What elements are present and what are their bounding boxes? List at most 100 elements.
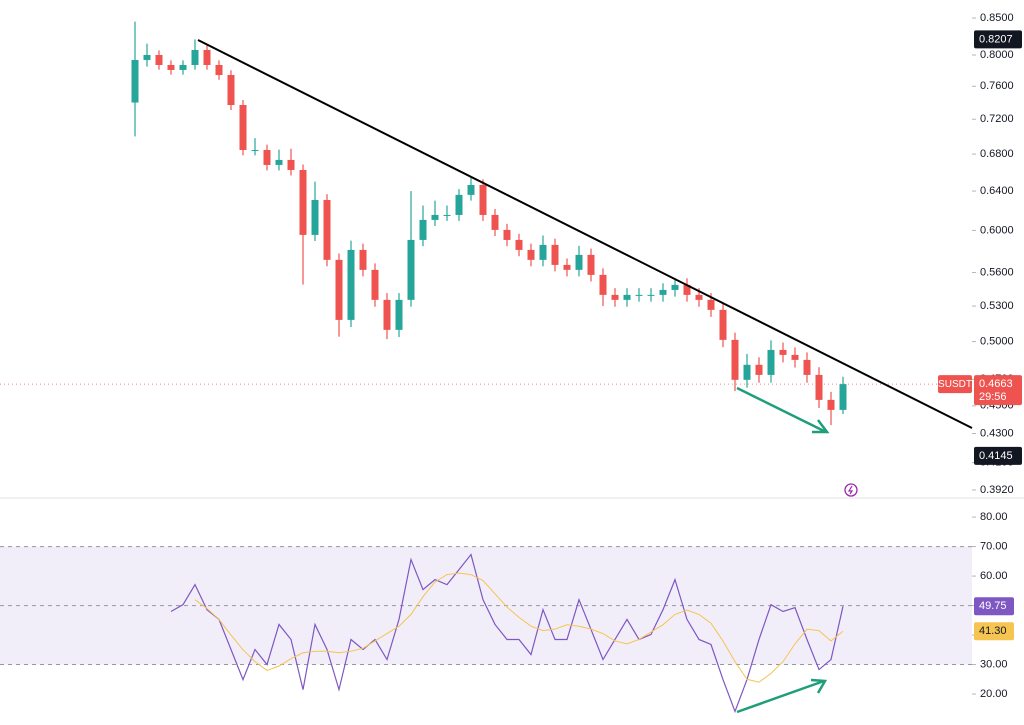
candle-body (215, 64, 223, 75)
countdown-label: 29:56 (979, 391, 1007, 403)
price-arrow-head[interactable] (812, 419, 830, 434)
value-badge-label: 49.75 (979, 600, 1007, 612)
candle-body (491, 214, 499, 230)
candle-body (179, 64, 187, 70)
candle-body (347, 249, 355, 320)
candle-body (791, 354, 799, 360)
marks (0, 21, 972, 714)
price-arrow[interactable] (736, 386, 827, 434)
rsi-ma-line (194, 572, 844, 683)
candle-body (455, 194, 463, 215)
symbol-badge (938, 375, 972, 394)
rsi-arrow[interactable] (736, 679, 825, 714)
candle-body (731, 339, 739, 380)
symbol-label: SUSDT (938, 379, 972, 390)
y-tick-label: 0.5600 (980, 266, 1014, 278)
candle-body (239, 105, 247, 150)
candle-body (335, 259, 343, 320)
candle-body (539, 244, 547, 260)
price-badge-label: 0.4145 (979, 450, 1013, 462)
candle-body (659, 289, 667, 295)
y-tick-label: 0.5000 (980, 335, 1014, 347)
y-tick-label: 0.7600 (980, 80, 1014, 92)
candle-body (767, 349, 775, 375)
candle-body (443, 214, 451, 216)
candle-body (515, 239, 523, 250)
y-tick-label: 0.6400 (980, 185, 1014, 197)
candle-body (695, 294, 703, 300)
divergence-arrows[interactable] (736, 386, 830, 714)
alert-circle[interactable] (844, 483, 858, 497)
candle-body (719, 309, 727, 340)
candle-body (359, 249, 367, 270)
trend-line[interactable] (197, 39, 973, 429)
y-tick-label: 80.00 (980, 511, 1008, 523)
candle-body (599, 274, 607, 295)
y-tick-label: 30.00 (980, 658, 1008, 670)
y-tick-label: 70.00 (980, 540, 1008, 552)
candle-body (611, 294, 619, 300)
candle-body (623, 294, 631, 300)
candle-body (251, 149, 259, 151)
candle-body (779, 349, 787, 355)
candle-body (671, 284, 679, 290)
price-badge (974, 30, 1022, 49)
candle-body (263, 149, 271, 165)
candle-body (503, 229, 511, 240)
candle-body (371, 269, 379, 300)
rsi-line (170, 553, 844, 714)
y-tick-label: 0.7200 (980, 113, 1014, 125)
candle-body (827, 399, 835, 410)
y-tick-label: 0.3920 (980, 484, 1014, 496)
candle-body (635, 294, 643, 296)
candle-body (323, 199, 331, 260)
candle-body (275, 159, 283, 165)
candle-body (743, 364, 751, 380)
candle-body (683, 284, 691, 295)
candle-body (395, 299, 403, 330)
candle-body (467, 184, 475, 195)
value-badge (974, 597, 1014, 616)
candle-body (803, 359, 811, 375)
y-tick-label: 0.4300 (980, 427, 1014, 439)
candle-body (131, 59, 139, 103)
candle-body (431, 214, 439, 220)
last-price-badge (974, 375, 1022, 406)
candle-body (551, 244, 559, 265)
candle-body (839, 384, 847, 410)
price-badge (974, 446, 1022, 465)
candle-body (419, 219, 427, 240)
value-badge-label: 41.30 (979, 625, 1007, 637)
candle-body (815, 374, 823, 400)
candle-body (527, 249, 535, 260)
value-badge (974, 622, 1014, 641)
alert-bolt[interactable] (847, 485, 854, 495)
rsi-arrow-head[interactable] (810, 678, 828, 694)
candle-body (707, 299, 715, 310)
candle-body (299, 169, 307, 235)
y-tick-label: 0.8000 (980, 49, 1014, 61)
last-price-label: 0.4663 (979, 378, 1013, 390)
y-tick-label: 20.00 (980, 688, 1008, 700)
candle-body (563, 264, 571, 270)
candle-body (755, 364, 763, 375)
candle-body (311, 199, 319, 235)
candle-body (575, 254, 583, 270)
alert-icon[interactable] (844, 483, 858, 497)
candle-body (383, 299, 391, 330)
y-tick-label: 0.5300 (980, 300, 1014, 312)
candle-body (587, 254, 595, 275)
candle-body (647, 294, 655, 296)
candle-body (143, 54, 151, 60)
candle-body (407, 239, 415, 300)
y-tick-label: 0.8500 (980, 12, 1014, 24)
candle-body (191, 49, 199, 65)
price-badge-label: 0.8207 (979, 33, 1013, 45)
candle-body (227, 74, 235, 106)
candle-body (167, 64, 175, 70)
candle-body (287, 159, 295, 170)
y-tick-label: 0.6800 (980, 148, 1014, 160)
